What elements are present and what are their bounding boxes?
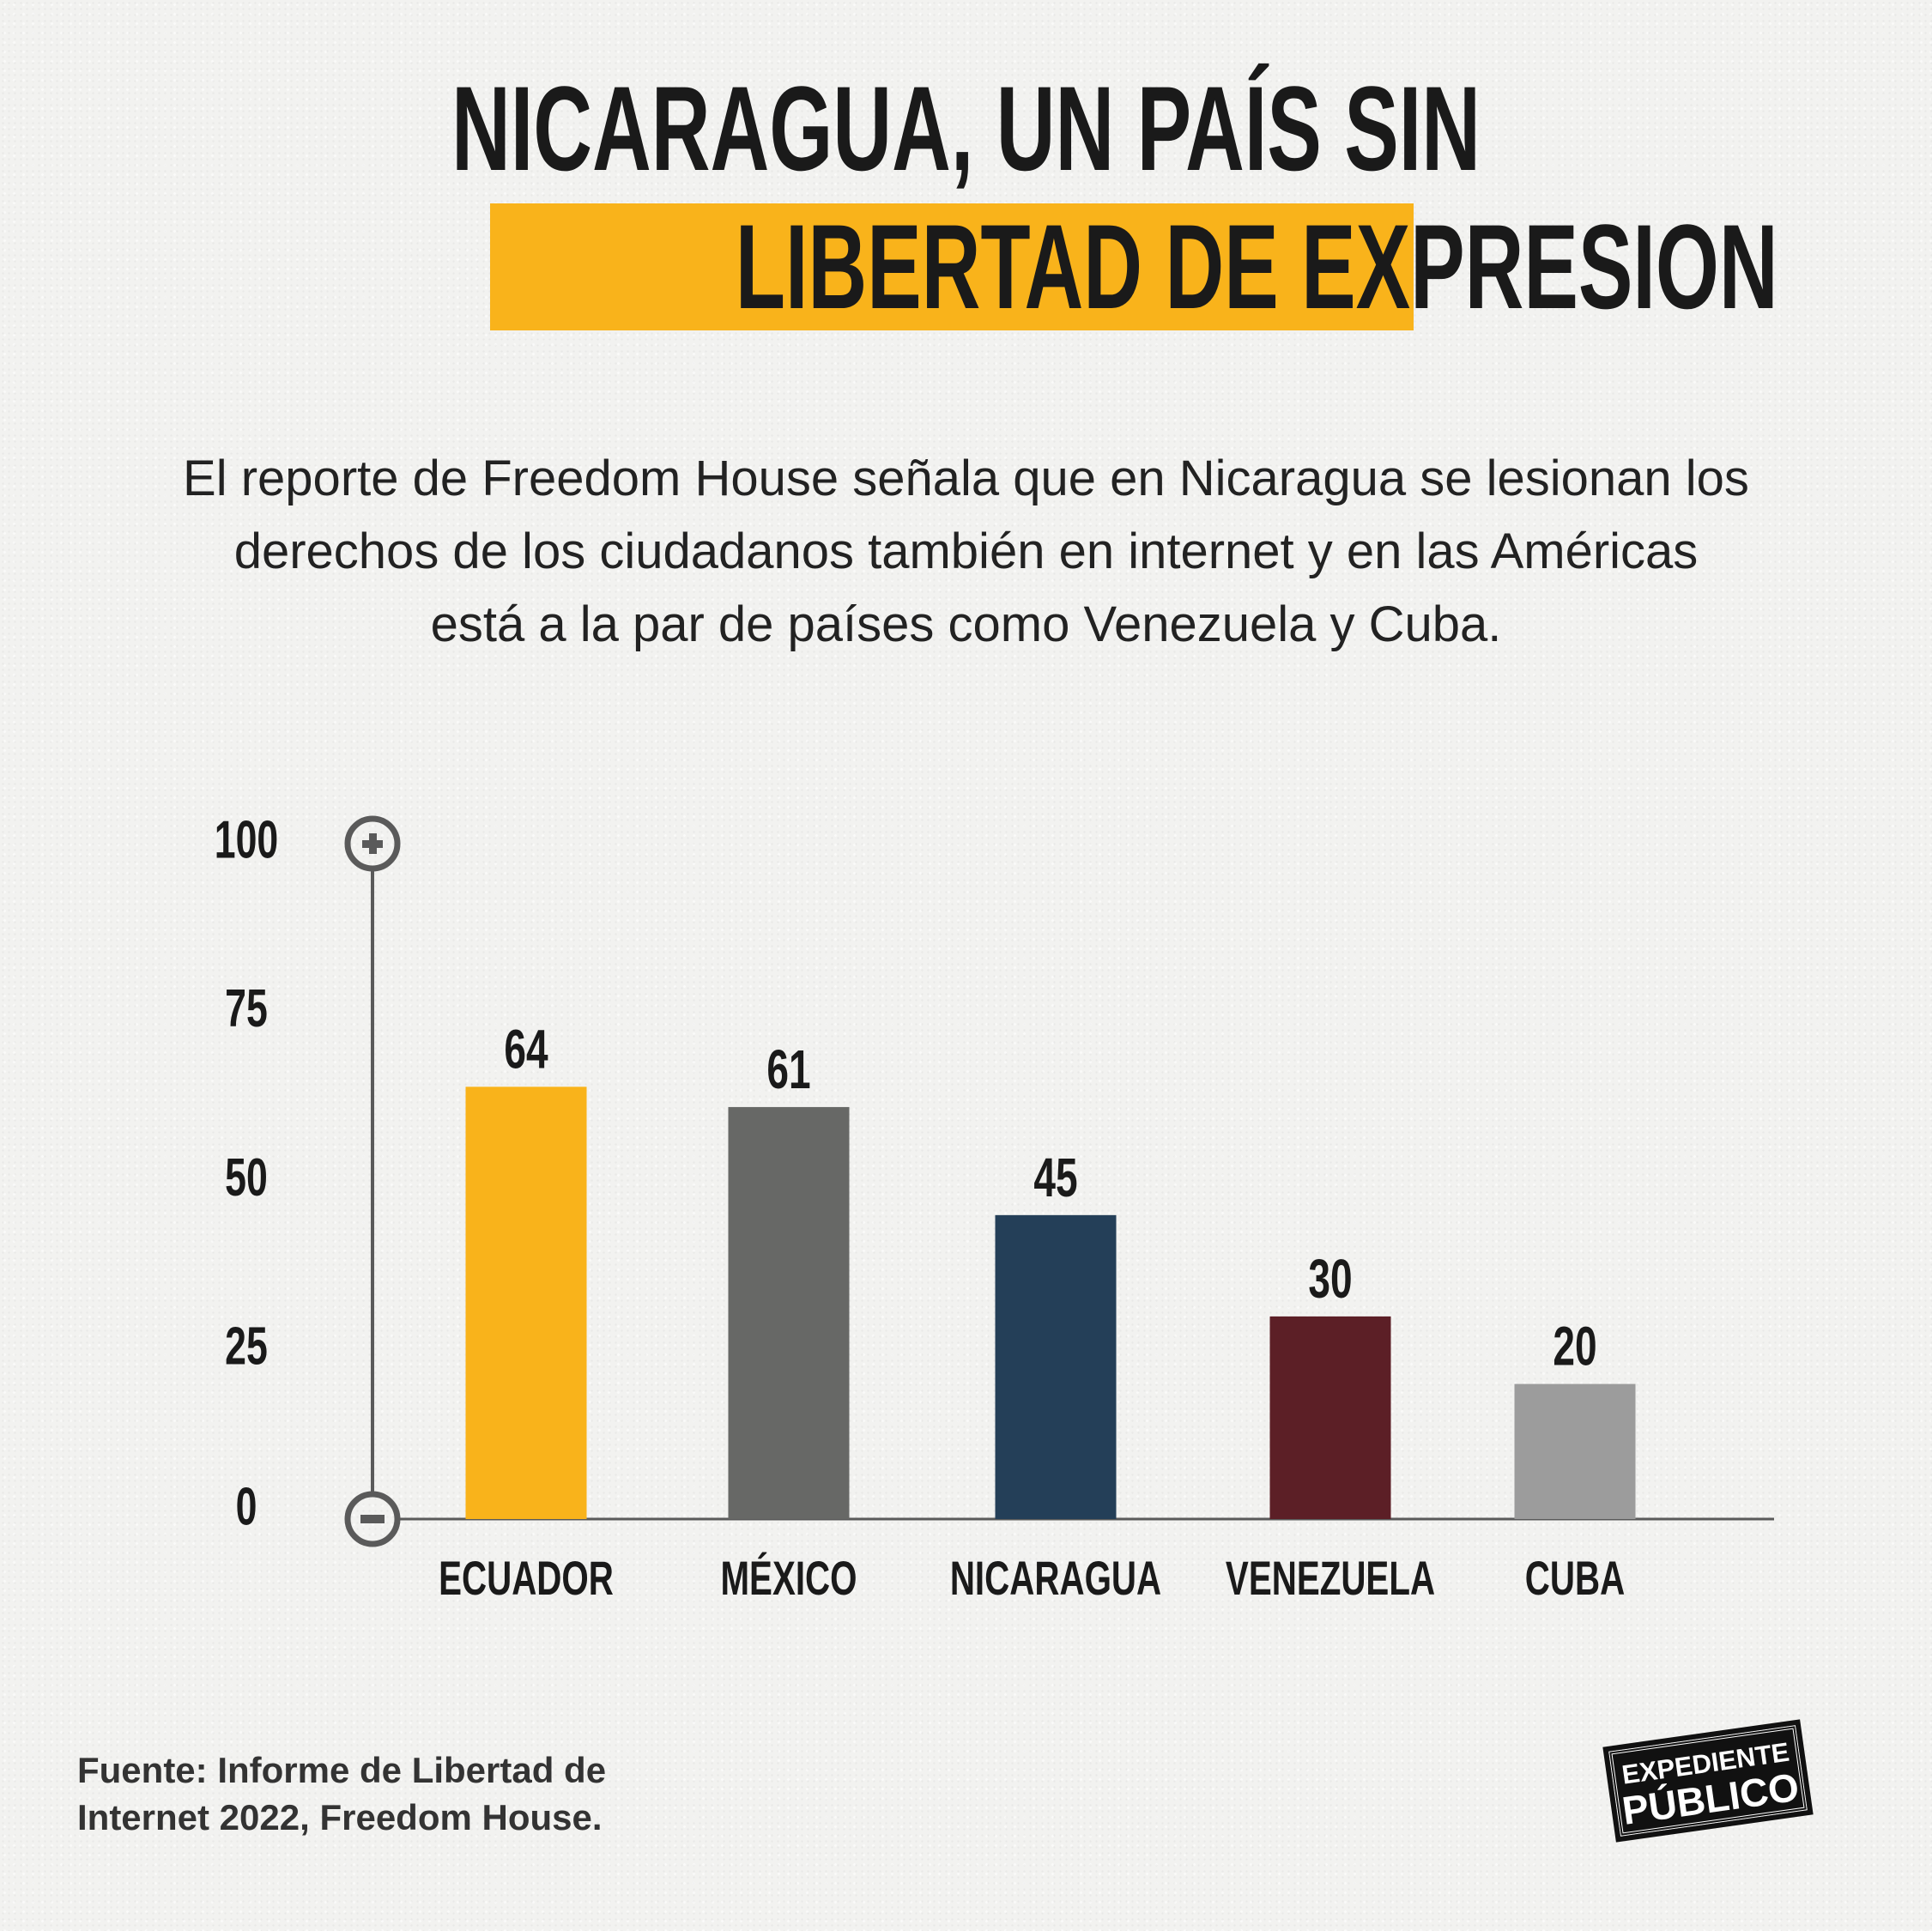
subtitle-line: derechos de los ciudadanos también en in… (233, 524, 1699, 579)
bar-cuba (1514, 1383, 1636, 1519)
bar-méxico (728, 1106, 850, 1519)
title-line-1: NICARAGUA, UN PAÍS SIN (0, 69, 1932, 189)
subtitle: El reporte de Freedom House señala que e… (129, 442, 1803, 661)
value-label: 20 (1553, 1316, 1596, 1377)
value-label: 30 (1308, 1249, 1352, 1310)
y-tick-label: 75 (225, 979, 268, 1038)
y-tick-label: 100 (215, 810, 278, 869)
category-label: MÉXICO (720, 1553, 857, 1606)
source-line: Fuente: Informe de Libertad de (77, 1750, 607, 1790)
value-label: 64 (504, 1019, 548, 1080)
y-tick-label: 0 (236, 1477, 257, 1536)
bar-ecuador (465, 1087, 587, 1519)
title-line-2: LIBERTAD DE EXPRESION (735, 199, 1778, 334)
subtitle-line: está a la par de países como Venezuela y… (430, 596, 1502, 652)
source-line: Internet 2022, Freedom House. (77, 1797, 603, 1837)
y-tick-label: 50 (225, 1148, 268, 1208)
subtitle-line: El reporte de Freedom House señala que e… (183, 451, 1749, 506)
title-highlight: LIBERTAD DE EXPRESION (490, 203, 1778, 330)
category-label: CUBA (1525, 1553, 1625, 1606)
plus-icon (344, 815, 401, 872)
source-note: Fuente: Informe de Libertad de Internet … (77, 1746, 606, 1841)
bar-nicaragua (995, 1214, 1117, 1519)
category-label: VENEZUELA (1226, 1553, 1435, 1606)
category-label: NICARAGUA (950, 1553, 1161, 1606)
title-text: NICARAGUA, UN PAÍS SIN (451, 61, 1481, 196)
value-label: 45 (1033, 1147, 1077, 1208)
y-tick-label: 25 (225, 1317, 268, 1377)
bar-venezuela (1269, 1316, 1391, 1519)
value-label: 61 (766, 1039, 810, 1100)
minus-icon (344, 1491, 401, 1547)
category-label: ECUADOR (439, 1553, 614, 1606)
